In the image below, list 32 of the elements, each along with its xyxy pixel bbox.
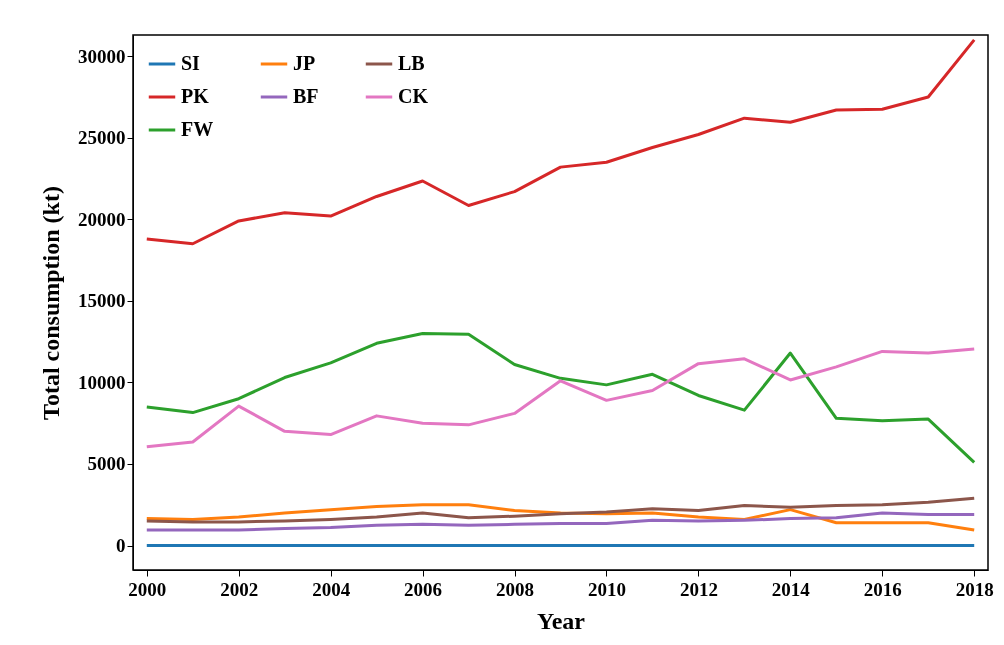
x-tick-label: 2006 <box>404 578 443 600</box>
x-tick-label: 2012 <box>679 578 718 600</box>
y-tick-label: 25000 <box>78 127 126 149</box>
line-series <box>145 331 976 464</box>
x-tick-label: 2000 <box>128 578 167 600</box>
y-tick-label: 15000 <box>78 290 126 312</box>
legend-label: JP <box>293 52 316 74</box>
line-series <box>145 38 976 246</box>
x-tick-label: 2010 <box>587 578 626 600</box>
legend-label: BF <box>293 85 319 107</box>
line-series <box>145 503 976 532</box>
x-tick-label: 2016 <box>863 578 902 600</box>
legend-label: SI <box>181 52 201 74</box>
x-tick-label: 2018 <box>955 578 994 600</box>
y-tick-label: 20000 <box>78 208 126 230</box>
y-tick-label: 30000 <box>78 45 126 67</box>
line-series <box>145 347 976 449</box>
x-axis-title: Year <box>537 607 586 634</box>
x-tick-label: 2004 <box>312 578 351 600</box>
line-series <box>145 511 976 532</box>
legend-label: CK <box>398 85 429 107</box>
legend-label: LB <box>398 52 425 74</box>
y-tick-label: 10000 <box>78 371 126 393</box>
y-tick-label: 0 <box>116 535 126 557</box>
line-series <box>145 496 976 524</box>
y-axis-title: Total consumption (kt) <box>38 186 64 420</box>
y-tick-label: 5000 <box>87 453 126 475</box>
x-tick-label: 2014 <box>771 578 811 600</box>
legend-label: FW <box>181 118 214 140</box>
x-tick-label: 2002 <box>220 578 259 600</box>
x-tick-label: 2008 <box>496 578 535 600</box>
legend-label: PK <box>181 85 210 107</box>
